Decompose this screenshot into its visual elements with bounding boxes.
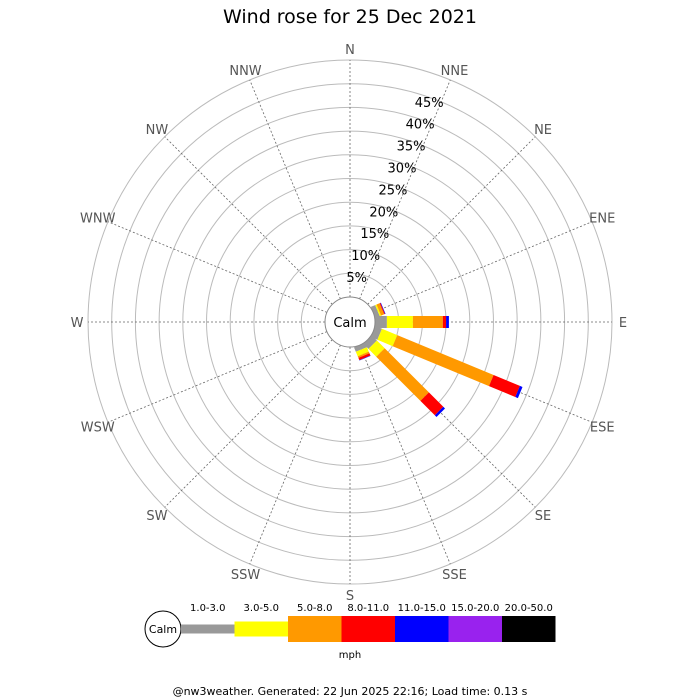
bar-e-bin-3 [442, 316, 447, 328]
percent-labels: 5% 10% 15% 20% 25% 30% 35% 40% 45% [346, 96, 443, 286]
bar-sse-bin-1 [355, 347, 369, 357]
footer-text: @nw3weather. Generated: 22 Jun 2025 22:1… [172, 685, 528, 698]
direction-label-e: E [619, 316, 627, 331]
legend-bin-label: 11.0-15.0 [398, 603, 446, 614]
direction-label-nw: NW [146, 123, 169, 138]
grid-ring [229, 201, 471, 443]
grid-ring [206, 178, 494, 466]
bar-e-bin-1 [386, 316, 413, 328]
direction-label-ne: NE [534, 123, 552, 138]
percent-label: 25% [378, 183, 407, 198]
bar-sse-bin-0 [354, 342, 367, 352]
calm-label: Calm [333, 316, 366, 331]
legend-swatch-1 [234, 621, 288, 637]
direction-label-nnw: NNW [229, 64, 261, 79]
bar-ene-bin-0 [370, 305, 380, 318]
speed-legend: Calm 1.0-3.0 3.0-5.0 5.0-8.0 8.0-11.0 11.0-1… [144, 603, 556, 661]
bar-se-bin-0 [363, 335, 377, 349]
spoke-nw [164, 136, 333, 305]
bar-ese-bin-2 [392, 335, 494, 387]
bar-se-bin-3 [420, 392, 444, 416]
grid-ring [182, 154, 518, 490]
percent-label: 40% [406, 118, 435, 133]
legend-swatch-2 [288, 616, 342, 642]
legend-swatch-4 [395, 616, 449, 642]
direction-label-n: N [345, 43, 355, 58]
spoke-ssw [249, 344, 341, 565]
spoke-wsw [107, 331, 328, 423]
percent-label: 10% [351, 249, 380, 264]
wind-bars [354, 302, 523, 417]
spoke-sw [164, 339, 333, 508]
bar-sse-bin-3 [358, 353, 371, 361]
spoke-ese [372, 331, 593, 423]
legend-swatch-3 [341, 616, 395, 642]
legend-bin-label: 1.0-3.0 [190, 603, 225, 614]
legend-bin-label: 5.0-8.0 [297, 603, 332, 614]
bar-ene-bin-2 [376, 303, 385, 316]
legend-swatch-0 [181, 624, 235, 634]
bar-ese-bin-1 [377, 328, 398, 347]
bar-ene-bin-1 [375, 304, 382, 317]
direction-label-ese: ESE [590, 420, 615, 435]
direction-label-ssw: SSW [231, 568, 261, 583]
direction-label-se: SE [535, 509, 551, 524]
bar-se-bin-2 [376, 348, 429, 401]
percent-label: 45% [415, 96, 444, 111]
bar-sse-bin-4 [359, 355, 371, 361]
spoke-nnw [249, 79, 341, 300]
bar-ese-bin-0 [370, 326, 382, 340]
bar-ene-bin-4 [380, 302, 386, 314]
direction-label-wnw: WNW [80, 212, 116, 227]
spoke-nne [359, 79, 451, 300]
bar-e-bin-2 [412, 316, 443, 328]
bar-sse-bin-2 [357, 351, 370, 358]
legend-bin-label: 3.0-5.0 [244, 603, 279, 614]
percent-label: 35% [397, 140, 426, 155]
spoke-wnw [107, 221, 328, 313]
direction-label-sse: SSE [442, 568, 467, 583]
bar-se-bin-1 [368, 340, 385, 357]
direction-label-nne: NNE [441, 64, 469, 79]
direction-label-s: S [346, 589, 354, 604]
legend-bin-label: 20.0-50.0 [505, 603, 553, 614]
legend-calm-label: Calm [149, 623, 177, 636]
spoke-se [367, 339, 536, 508]
direction-labels: N NNE NE ENE E ESE SE SSE S SSW SW WSW W WNW NW NNW [71, 43, 628, 604]
bar-ese-bin-3 [489, 375, 520, 397]
chart-title: Wind rose for 25 Dec 2021 [223, 6, 477, 28]
direction-spokes [88, 60, 612, 584]
direction-label-ene: ENE [589, 212, 615, 227]
legend-bin-label: 8.0-11.0 [347, 603, 389, 614]
bar-ene-bin-3 [379, 302, 385, 315]
bar-ese-bin-4 [515, 385, 523, 399]
direction-label-w: W [71, 316, 84, 331]
bar-se-bin-4 [434, 406, 445, 417]
direction-label-wsw: WSW [81, 420, 115, 435]
calm-center: Calm [324, 296, 376, 348]
legend-unit-label: mph [339, 650, 361, 661]
legend-swatch-6 [502, 616, 556, 642]
bar-e-bin-0 [375, 316, 387, 328]
bar-e-bin-4 [446, 316, 449, 328]
percent-label: 30% [388, 162, 417, 177]
legend-bin-label: 15.0-20.0 [451, 603, 499, 614]
direction-label-sw: SW [146, 509, 167, 524]
percent-label: 15% [360, 227, 389, 242]
spoke-ne [367, 136, 536, 305]
percent-label: 20% [369, 205, 398, 220]
legend-swatch-5 [448, 616, 502, 642]
spoke-ene [372, 221, 593, 313]
percent-label: 5% [346, 271, 367, 286]
spoke-sse [359, 344, 451, 565]
